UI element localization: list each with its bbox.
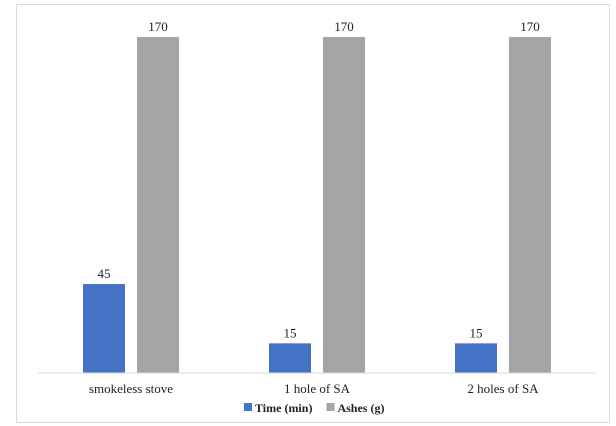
legend-label-ashes-g: Ashes (g) bbox=[337, 401, 384, 415]
legend-swatch-ashes-g bbox=[326, 403, 335, 411]
data-label-ashes-g-1: 170 bbox=[334, 19, 354, 34]
bars-layer bbox=[83, 37, 551, 373]
bar-ashes-g-2 bbox=[509, 37, 551, 373]
bar-time-min-0 bbox=[83, 284, 125, 373]
category-label-2: 2 holes of SA bbox=[467, 381, 539, 396]
category-label-0: smokeless stove bbox=[89, 381, 173, 396]
legend: Time (min) Ashes (g) bbox=[244, 401, 384, 415]
bar-ashes-g-0 bbox=[137, 37, 179, 373]
data-label-time-min-1: 15 bbox=[284, 325, 297, 340]
bar-time-min-2 bbox=[455, 343, 497, 373]
legend-label-time-min: Time (min) bbox=[255, 401, 312, 415]
legend-swatch-time-min bbox=[244, 403, 252, 411]
data-label-time-min-0: 45 bbox=[98, 266, 111, 281]
category-label-1: 1 hole of SA bbox=[284, 381, 351, 396]
data-label-ashes-g-2: 170 bbox=[520, 19, 540, 34]
data-label-ashes-g-0: 170 bbox=[148, 19, 168, 34]
bar-ashes-g-1 bbox=[323, 37, 365, 373]
labels-layer: 45 170 smokeless stove 15 170 1 hole of SA 15 1… bbox=[89, 19, 540, 396]
data-label-time-min-2: 15 bbox=[470, 325, 483, 340]
bar-time-min-1 bbox=[269, 343, 311, 373]
